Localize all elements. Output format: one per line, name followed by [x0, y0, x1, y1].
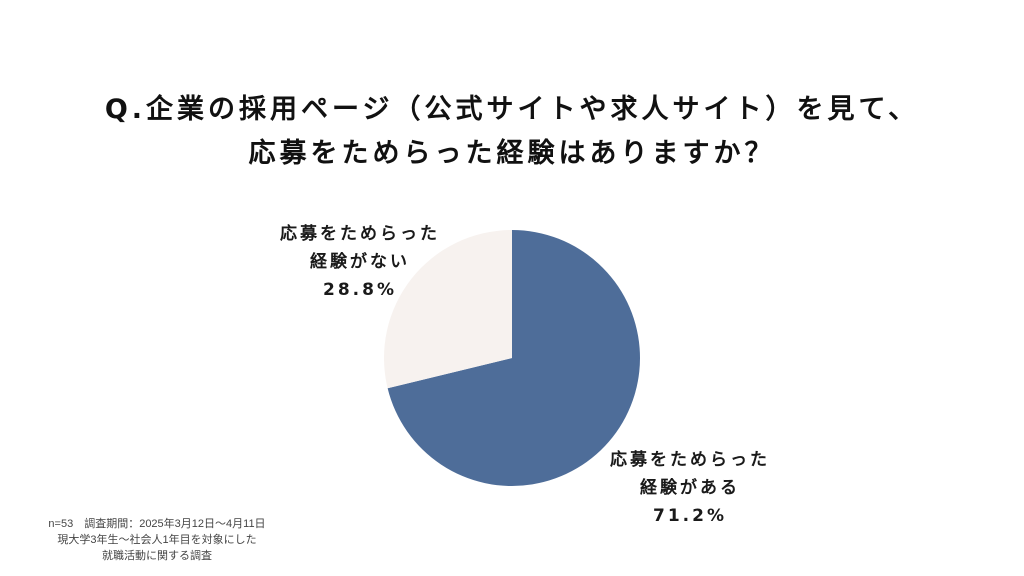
slice-label-no-line-2: 経験がない	[310, 252, 410, 272]
chart-title: Q.企業の採用ページ（公式サイトや求人サイト）を見て、 応募をためらった経験はあ…	[0, 88, 1024, 176]
slice-label-yes-value: 71.2%	[653, 506, 727, 526]
footnote-line-3: 就職活動に関する調査	[102, 550, 212, 562]
slice-label-has-experience: 応募をためらった 経験がある 71.2%	[585, 446, 795, 530]
pie-slice-has-experience	[387, 230, 640, 487]
slice-label-no-line-1: 応募をためらった	[280, 224, 440, 244]
pie-slice-no-experience	[383, 230, 512, 389]
footnote-line-1: n=53 調査期間：2025年3月12日〜4月11日	[48, 518, 266, 530]
footnote-line-2: 現大学3年生〜社会人1年目を対象にした	[57, 534, 257, 546]
slice-label-yes-line-1: 応募をためらった	[610, 450, 770, 470]
slice-label-yes-line-2: 経験がある	[640, 478, 740, 498]
slice-label-no-value: 28.8%	[323, 280, 397, 300]
chart-title-line-1: Q.企業の採用ページ（公式サイトや求人サイト）を見て、	[104, 94, 920, 125]
chart-title-line-2: 応募をためらった経験はありますか？	[248, 138, 776, 169]
survey-footnote: n=53 調査期間：2025年3月12日〜4月11日 現大学3年生〜社会人1年目…	[22, 516, 292, 564]
slice-label-no-experience: 応募をためらった 経験がない 28.8%	[255, 220, 465, 304]
